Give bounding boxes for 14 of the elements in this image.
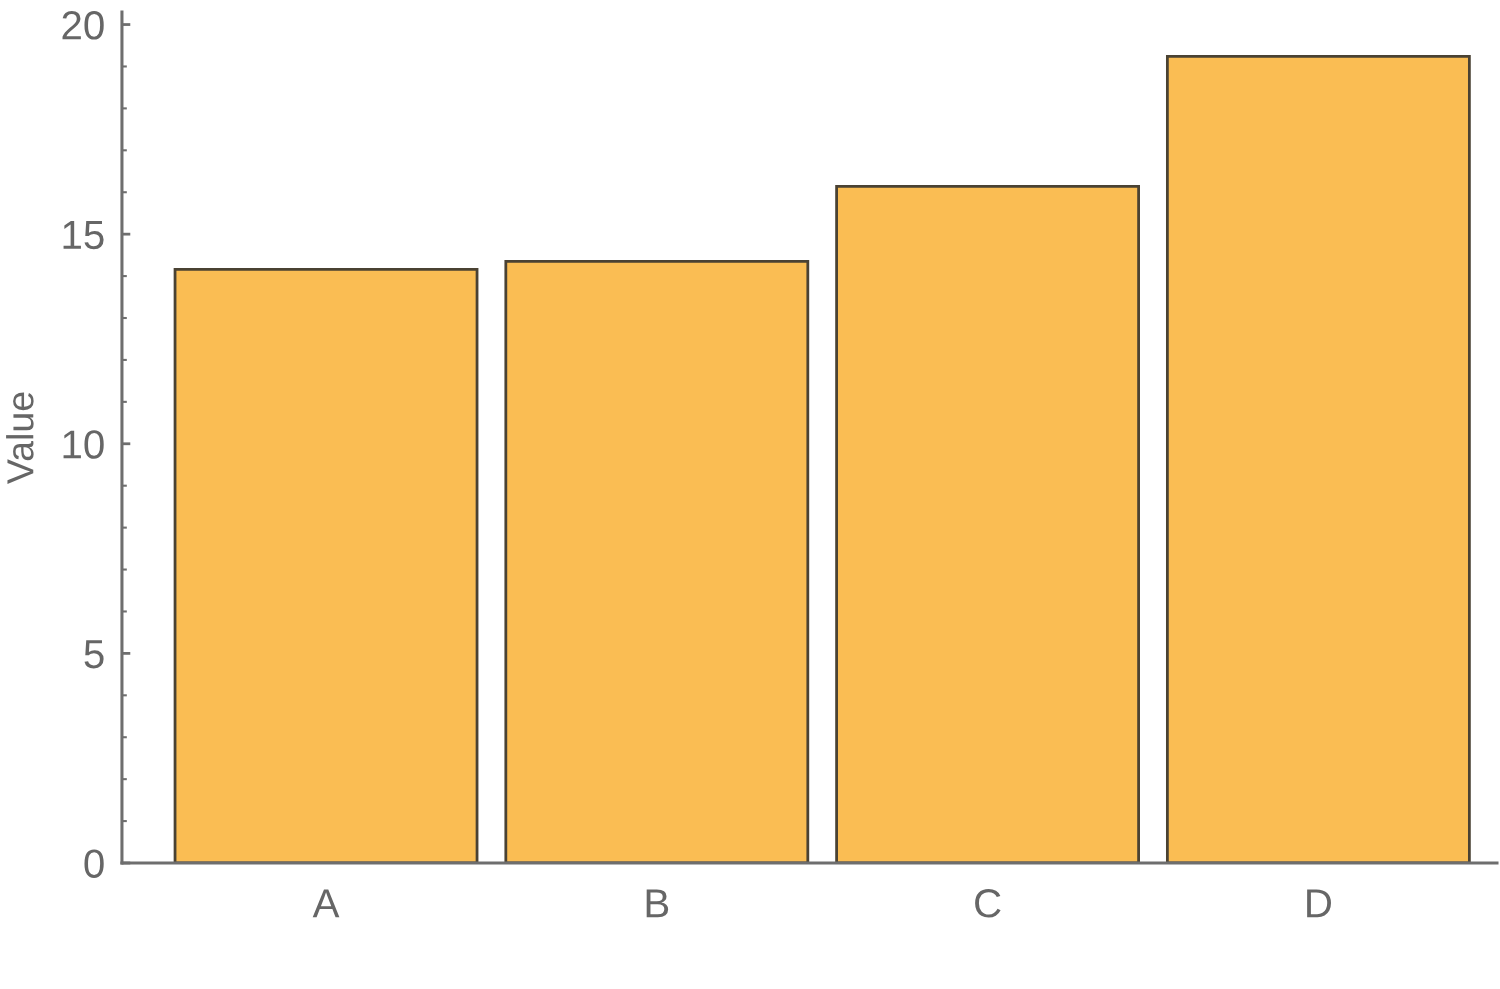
x-tick-label: B (646, 889, 669, 918)
y-tick-label: 5 (84, 640, 104, 669)
x-tick-label: C (975, 889, 1001, 918)
y-tick-label: 10 (63, 430, 104, 459)
bar (173, 267, 479, 863)
y-tick-label: 15 (63, 221, 104, 250)
y-tick-label: 0 (84, 849, 104, 878)
y-tick-label: 20 (62, 11, 104, 40)
x-tick-label: D (1307, 889, 1331, 918)
bar (835, 184, 1140, 863)
bar (504, 260, 810, 863)
y-axis-title: Value (6, 392, 34, 484)
x-tick-label: A (312, 889, 340, 918)
bar (1165, 55, 1471, 863)
